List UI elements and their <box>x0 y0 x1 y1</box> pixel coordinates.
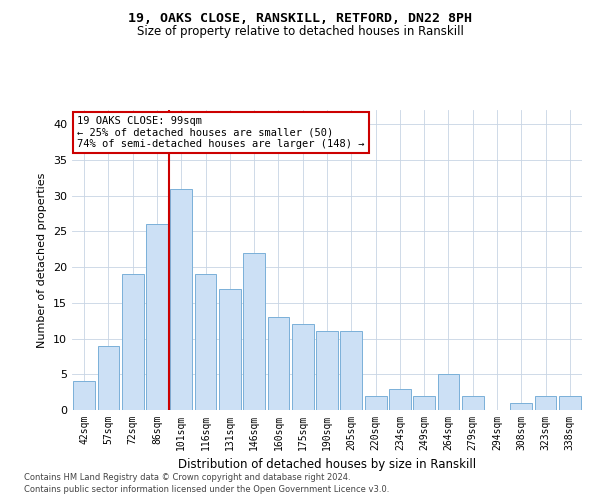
Text: Contains public sector information licensed under the Open Government Licence v3: Contains public sector information licen… <box>24 485 389 494</box>
Bar <box>97 346 119 410</box>
Text: 19 OAKS CLOSE: 99sqm
← 25% of detached houses are smaller (50)
74% of semi-detac: 19 OAKS CLOSE: 99sqm ← 25% of detached h… <box>77 116 365 149</box>
Text: Contains HM Land Registry data © Crown copyright and database right 2024.: Contains HM Land Registry data © Crown c… <box>24 474 350 482</box>
Bar <box>340 332 362 410</box>
Bar <box>559 396 581 410</box>
Bar <box>268 317 289 410</box>
Bar <box>535 396 556 410</box>
Bar <box>511 403 532 410</box>
Bar <box>122 274 143 410</box>
Bar <box>146 224 168 410</box>
Bar <box>170 188 192 410</box>
Bar <box>389 388 411 410</box>
Bar <box>73 382 95 410</box>
Bar <box>219 288 241 410</box>
Text: 19, OAKS CLOSE, RANSKILL, RETFORD, DN22 8PH: 19, OAKS CLOSE, RANSKILL, RETFORD, DN22 … <box>128 12 472 26</box>
Bar <box>194 274 217 410</box>
Bar <box>365 396 386 410</box>
Text: Size of property relative to detached houses in Ranskill: Size of property relative to detached ho… <box>137 25 463 38</box>
Bar <box>437 374 460 410</box>
Y-axis label: Number of detached properties: Number of detached properties <box>37 172 47 348</box>
Bar <box>316 332 338 410</box>
Bar <box>243 253 265 410</box>
Bar <box>413 396 435 410</box>
Bar <box>292 324 314 410</box>
X-axis label: Distribution of detached houses by size in Ranskill: Distribution of detached houses by size … <box>178 458 476 471</box>
Bar <box>462 396 484 410</box>
